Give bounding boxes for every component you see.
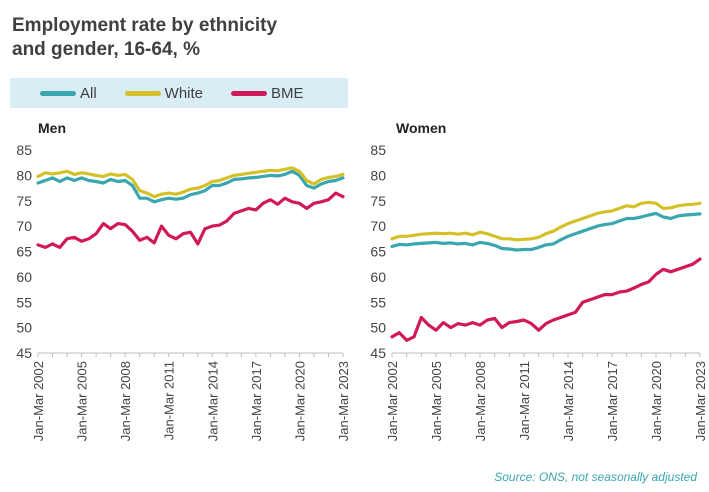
legend-item-all: All bbox=[40, 85, 97, 102]
women-series-all-line bbox=[390, 211, 702, 252]
women-x-tick-label: Jan-Mar 2008 bbox=[473, 361, 488, 441]
legend-label-all: All bbox=[80, 84, 97, 102]
legend-swatch-white bbox=[124, 90, 161, 96]
women-y-tick-label: 45 bbox=[370, 345, 386, 361]
title-line-2: and gender, 16-64, % bbox=[12, 39, 200, 60]
women-y-tick-label: 65 bbox=[370, 244, 386, 260]
women-series-bme-line bbox=[390, 257, 702, 342]
title-line-1: Employment rate by ethnicity bbox=[12, 15, 278, 36]
legend-label-bme: BME bbox=[271, 84, 304, 102]
legend-swatch-bme bbox=[231, 90, 268, 96]
women-x-tick-label: Jan-Mar 2023 bbox=[693, 361, 708, 441]
women-x-tick-label: Jan-Mar 2011 bbox=[517, 361, 532, 440]
women-y-tick-label: 85 bbox=[370, 142, 386, 158]
women-x-tick-label: Jan-Mar 2020 bbox=[649, 361, 664, 441]
legend-item-white: White bbox=[124, 84, 204, 102]
men-x-tick-label: Jan-Mar 2005 bbox=[75, 361, 90, 441]
women-x-tick-label: Jan-Mar 2014 bbox=[561, 361, 576, 441]
women-x-tick-label: Jan-Mar 2017 bbox=[605, 361, 620, 441]
men-x-tick-label: Jan-Mar 2002 bbox=[31, 361, 46, 441]
men-x-tick-label: Jan-Mar 2008 bbox=[118, 361, 133, 441]
men-y-tick-label: 55 bbox=[16, 294, 32, 310]
men-x-tick-label: Jan-Mar 2014 bbox=[205, 361, 220, 441]
legend-item-bme: BME bbox=[231, 85, 304, 102]
men-x-tick-label: Jan-Mar 2011 bbox=[162, 361, 177, 440]
women-y-tick-label: 75 bbox=[370, 193, 386, 209]
men-x-tick-label: Jan-Mar 2020 bbox=[292, 361, 307, 441]
men-y-tick-label: 75 bbox=[16, 193, 32, 209]
women-y-tick-label: 60 bbox=[370, 269, 386, 285]
men-y-tick-label: 70 bbox=[16, 218, 32, 234]
men-series-all-line bbox=[36, 169, 345, 204]
legend-swatch-all bbox=[40, 90, 76, 96]
men-y-tick-label: 45 bbox=[16, 345, 32, 361]
men-series-bme-line bbox=[36, 191, 345, 249]
men-x-tick-label: Jan-Mar 2023 bbox=[336, 361, 351, 441]
legend: All White BME bbox=[10, 78, 348, 108]
men-y-tick-label: 60 bbox=[16, 269, 32, 285]
women-y-tick-label: 50 bbox=[370, 320, 386, 336]
women-y-tick-label: 80 bbox=[370, 167, 386, 183]
women-x-tick-label: Jan-Mar 2002 bbox=[385, 361, 400, 441]
men-y-tick-label: 85 bbox=[16, 142, 32, 158]
women-x-tick-label: Jan-Mar 2005 bbox=[429, 361, 444, 441]
legend-label-white: White bbox=[164, 84, 204, 102]
men-x-tick-label: Jan-Mar 2017 bbox=[249, 361, 264, 441]
women-y-tick-label: 70 bbox=[370, 218, 386, 234]
women-series-white-line bbox=[390, 200, 702, 242]
men-y-tick-label: 65 bbox=[16, 244, 32, 260]
men-y-tick-label: 50 bbox=[16, 320, 32, 336]
chart-title: Employment rate by ethnicity and gender,… bbox=[12, 14, 342, 62]
source-note: Source: ONS, not seasonally adjusted bbox=[494, 470, 697, 484]
women-panel-title: Women bbox=[396, 120, 446, 136]
men-panel-title: Men bbox=[38, 120, 66, 136]
men-series-white-line bbox=[36, 166, 345, 199]
men-y-tick-label: 80 bbox=[16, 167, 32, 183]
women-y-tick-label: 55 bbox=[370, 294, 386, 310]
